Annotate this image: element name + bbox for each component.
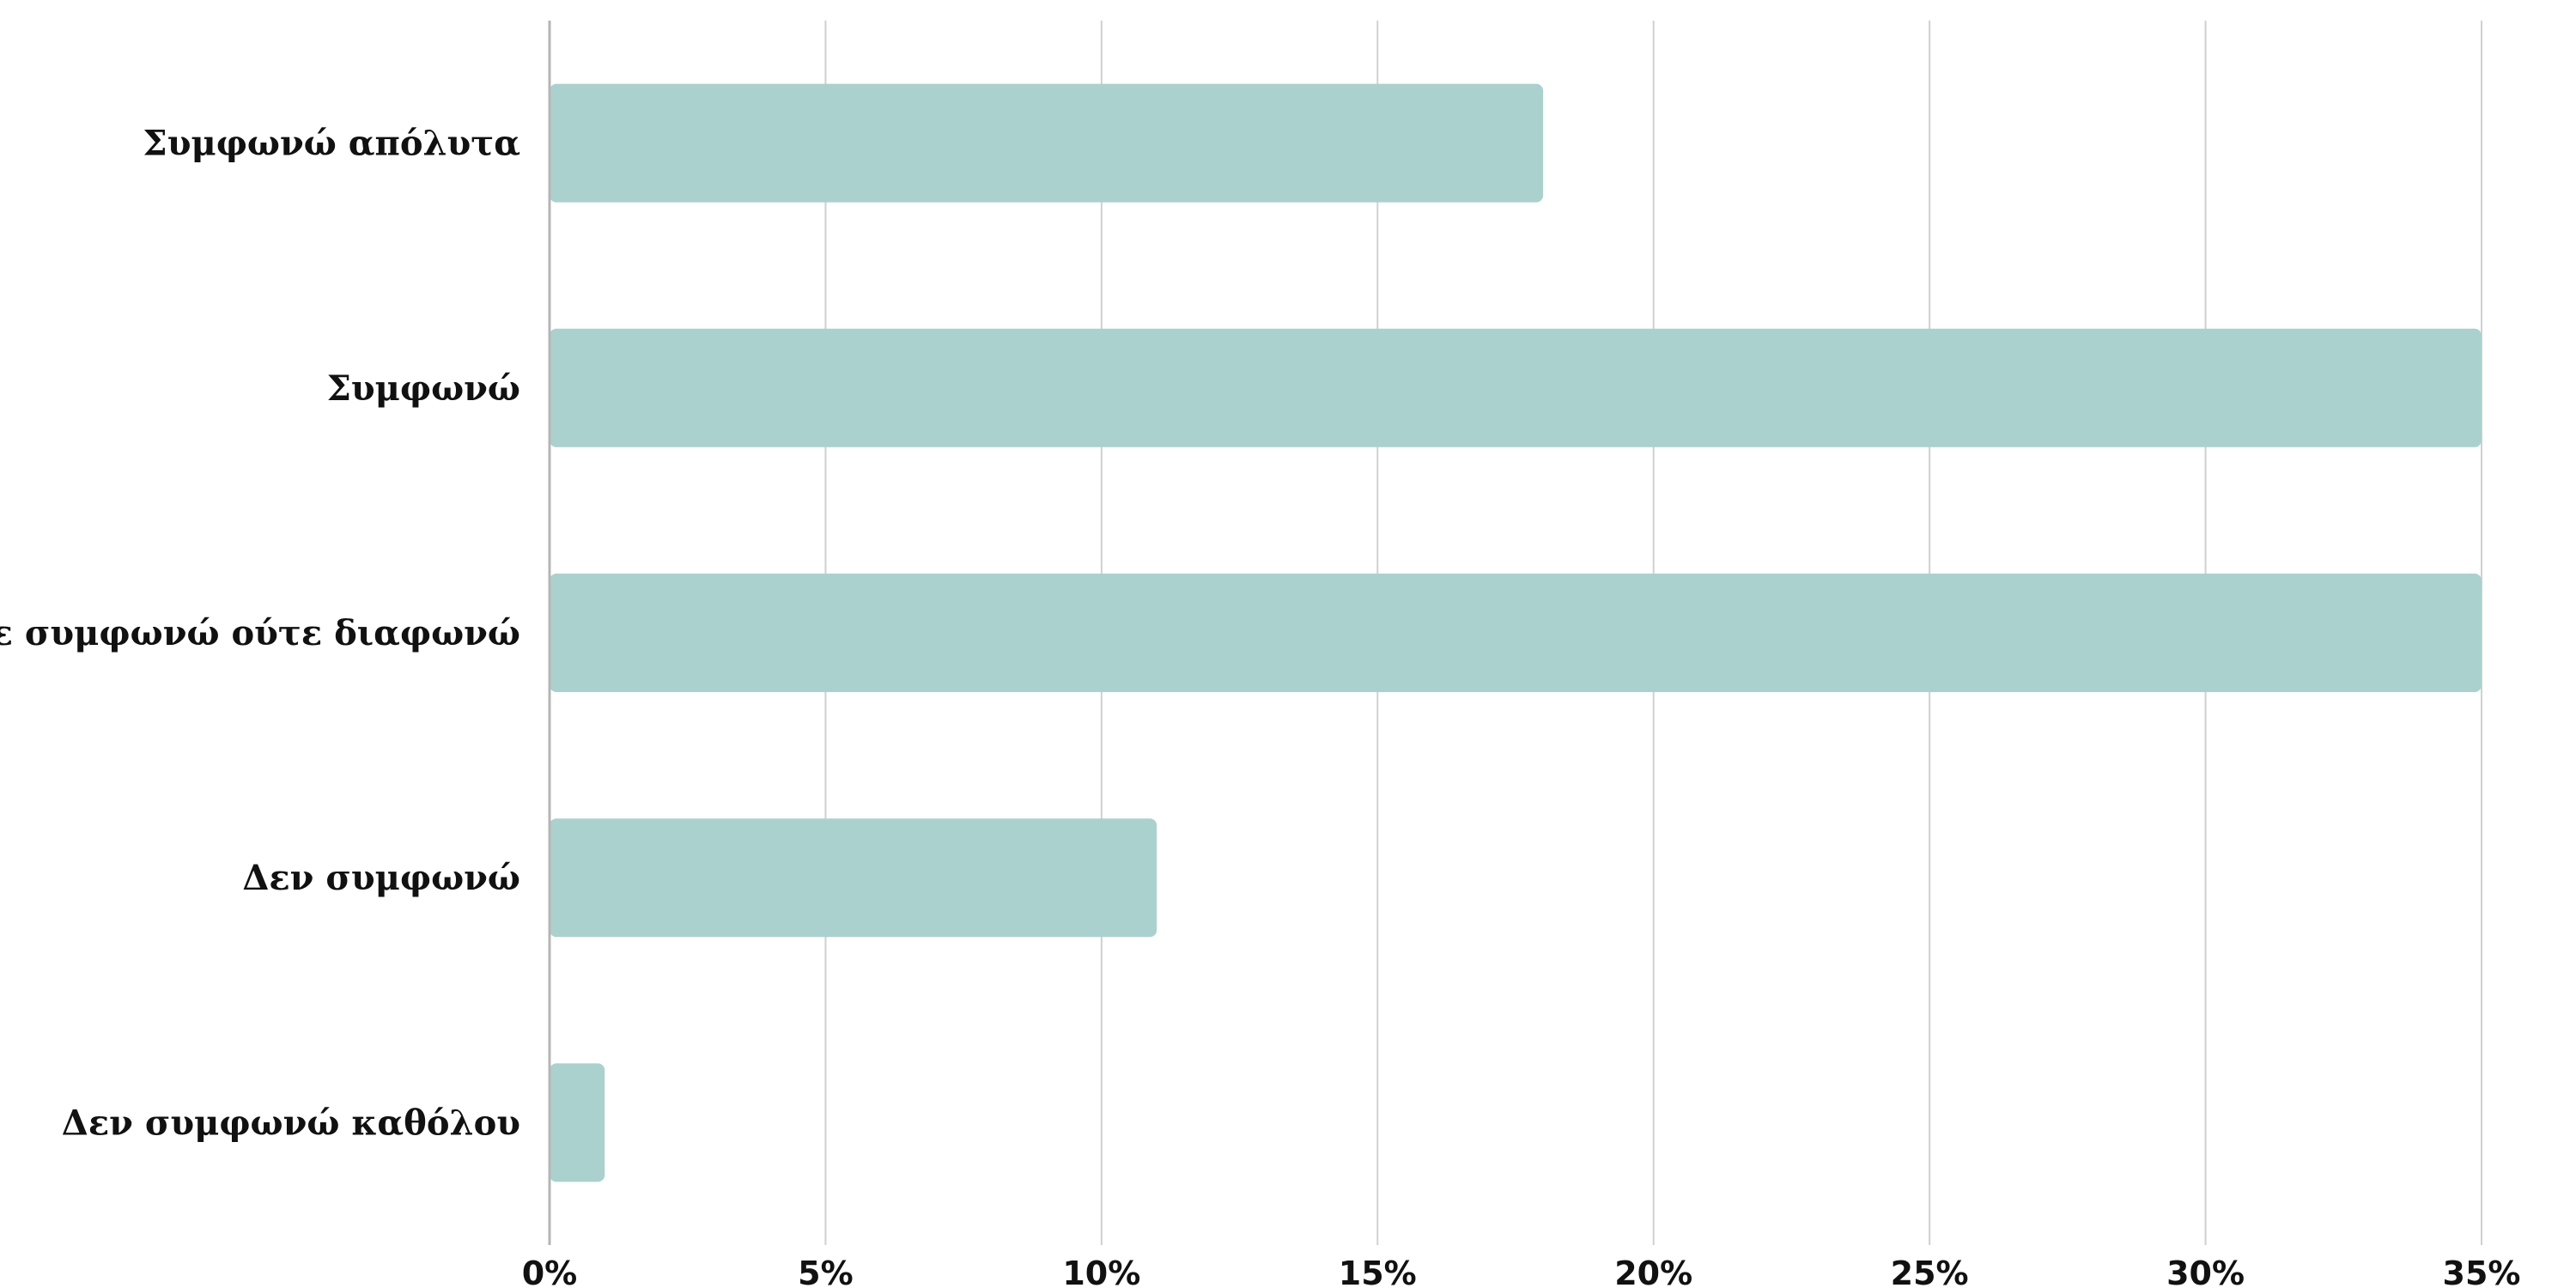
bar [550, 328, 2482, 447]
bar [550, 1063, 605, 1182]
x-tick-label: 5% [798, 1255, 854, 1288]
x-tick-label: 35% [2443, 1255, 2521, 1288]
x-tick-label: 10% [1062, 1255, 1140, 1288]
x-tick-label: 30% [2166, 1255, 2245, 1288]
bars [550, 83, 2482, 1182]
x-tick-label: 20% [1614, 1255, 1692, 1288]
bar [550, 574, 2482, 692]
x-tick-label: 15% [1339, 1255, 1417, 1288]
bar [550, 83, 1544, 203]
bar [550, 818, 1157, 938]
category-label: Ούτε συμφωνώ ούτε διαφωνώ [0, 613, 520, 653]
x-tick-label: 0% [522, 1255, 578, 1288]
category-label: Δεν συμφωνώ [242, 858, 520, 898]
category-label: Συμφωνώ απόλυτα [143, 124, 520, 164]
x-tick-label: 25% [1891, 1255, 1969, 1288]
x-tick-labels: 0% 5% 10% 15% 20% 25% 30% 35% [522, 1255, 2521, 1288]
category-labels: Συμφωνώ απόλυτα Συμφωνώ Ούτε συμφωνώ ούτε … [0, 124, 520, 1144]
category-label: Συμφωνώ [327, 368, 520, 409]
category-label: Δεν συμφωνώ καθόλου [62, 1103, 520, 1143]
